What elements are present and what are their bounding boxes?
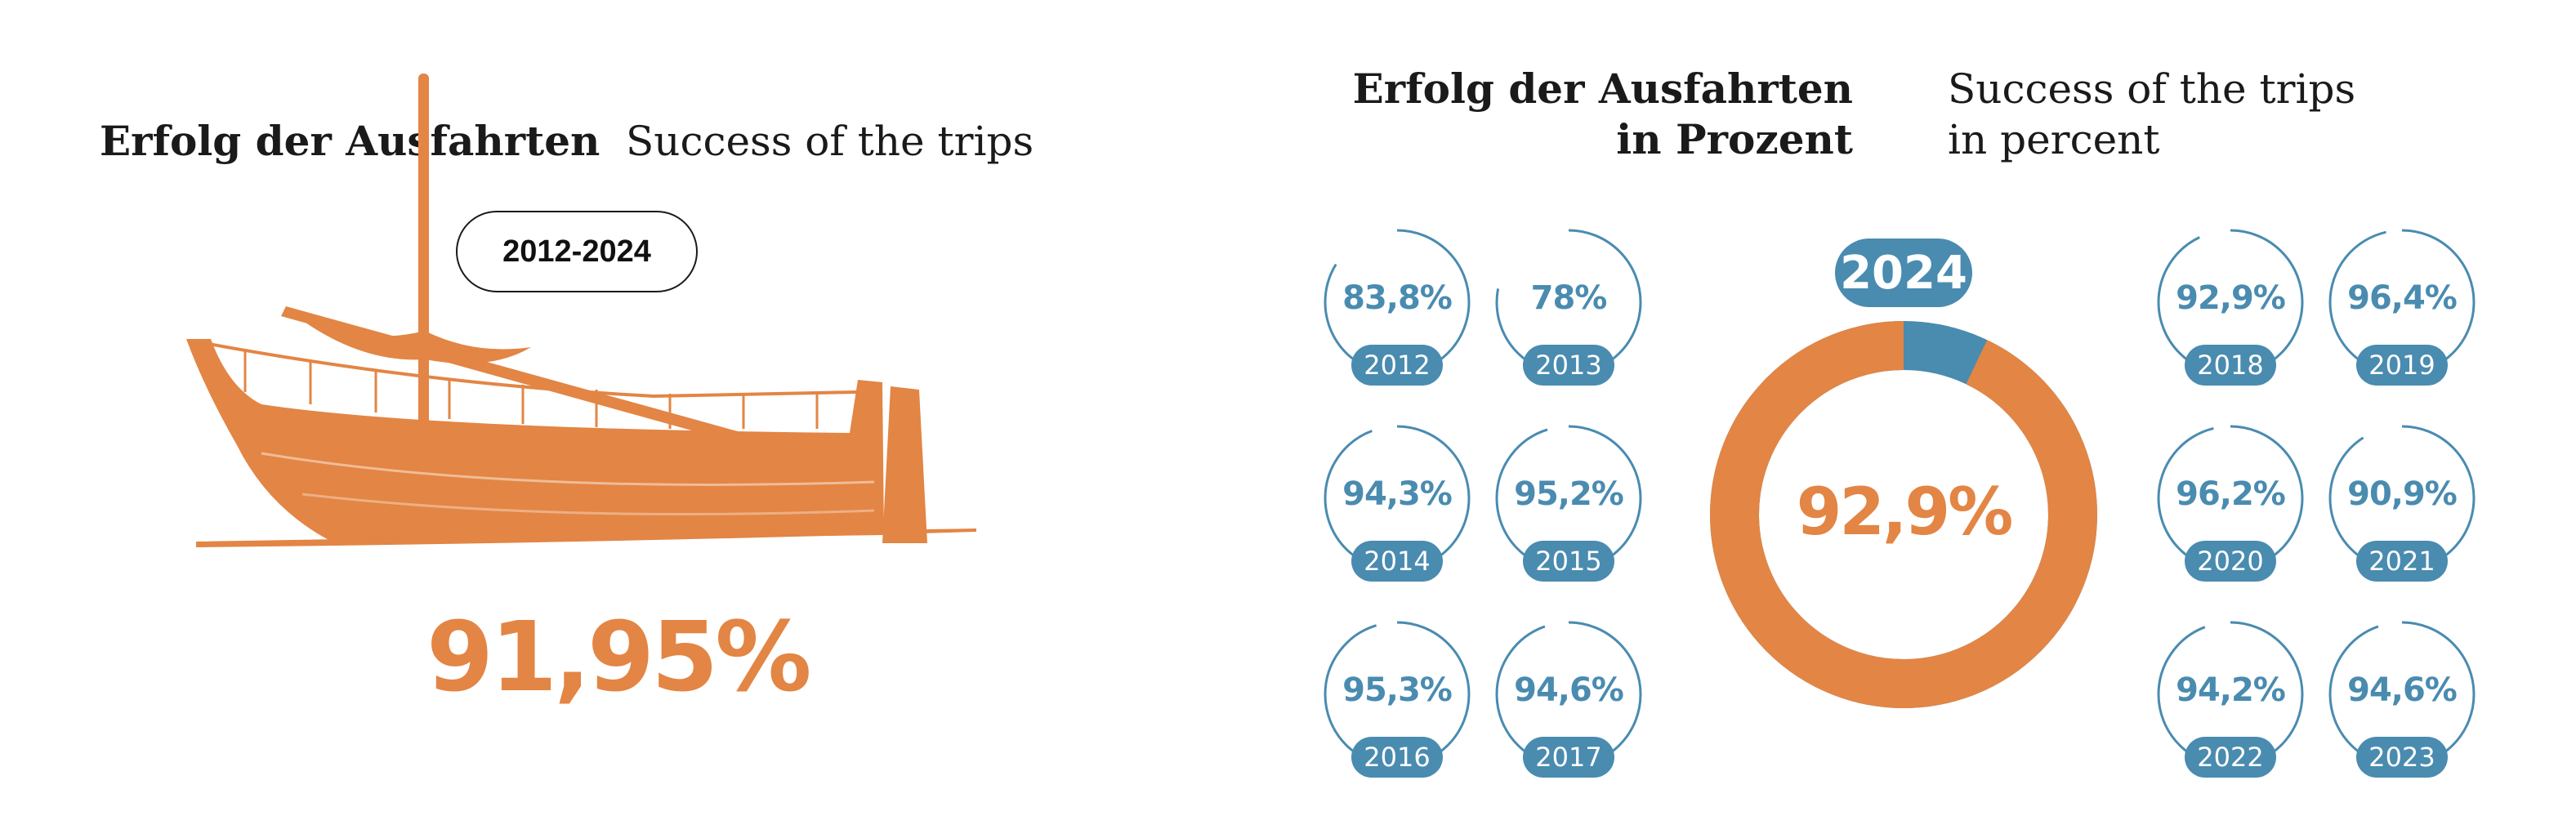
left-title-de: Erfolg der Ausfahrten (100, 117, 600, 165)
year-badge-2014: 2014 (1351, 541, 1443, 582)
right-title-de-line1: Erfolg der Ausfahrten (1352, 65, 1853, 113)
year-badge-2012: 2012 (1351, 345, 1443, 386)
donut-value-arc (1710, 321, 2097, 708)
year-ring-value-2016: 95,3% (1342, 671, 1453, 709)
year-ring-value-2017: 94,6% (1514, 671, 1624, 709)
year-badge-2018: 2018 (2185, 345, 2276, 386)
center-year-badge: 2024 (1835, 239, 1972, 307)
ship-illustration (186, 74, 976, 547)
left-title-en: Success of the trips (626, 118, 1034, 165)
donut-chart-2024 (1710, 321, 2097, 708)
center-value: 92,9% (1796, 474, 2014, 550)
year-ring-value-2022: 94,2% (2176, 671, 2286, 709)
year-ring-value-2014: 94,3% (1342, 475, 1453, 513)
year-ring-value-2021: 90,9% (2347, 475, 2458, 513)
year-ring-value-2020: 96,2% (2176, 475, 2286, 513)
year-ring-value-2023: 94,6% (2347, 671, 2458, 709)
period-badge: 2012-2024 (456, 211, 698, 292)
year-badge-2019: 2019 (2356, 345, 2448, 386)
year-badge-2020: 2020 (2185, 541, 2276, 582)
year-badge-2013: 2013 (1523, 345, 1614, 386)
year-badge-2016: 2016 (1351, 737, 1443, 778)
year-badge-2023: 2023 (2356, 737, 2448, 778)
right-title-en-line1: Success of the trips (1948, 65, 2356, 113)
year-badge-2015: 2015 (1523, 541, 1614, 582)
year-ring-value-2013: 78% (1530, 279, 1608, 317)
year-ring-value-2018: 92,9% (2176, 279, 2286, 317)
right-title-de-line2: in Prozent (1616, 115, 1853, 163)
year-badge-2021: 2021 (2356, 541, 2448, 582)
year-badge-2022: 2022 (2185, 737, 2276, 778)
year-ring-value-2012: 83,8% (1342, 279, 1453, 317)
year-ring-value-2019: 96,4% (2347, 279, 2458, 317)
year-ring-value-2015: 95,2% (1514, 475, 1624, 513)
right-title-en-line2: in percent (1948, 116, 2160, 163)
overall-success-value: 91,95% (426, 600, 811, 713)
year-badge-2017: 2017 (1523, 737, 1614, 778)
